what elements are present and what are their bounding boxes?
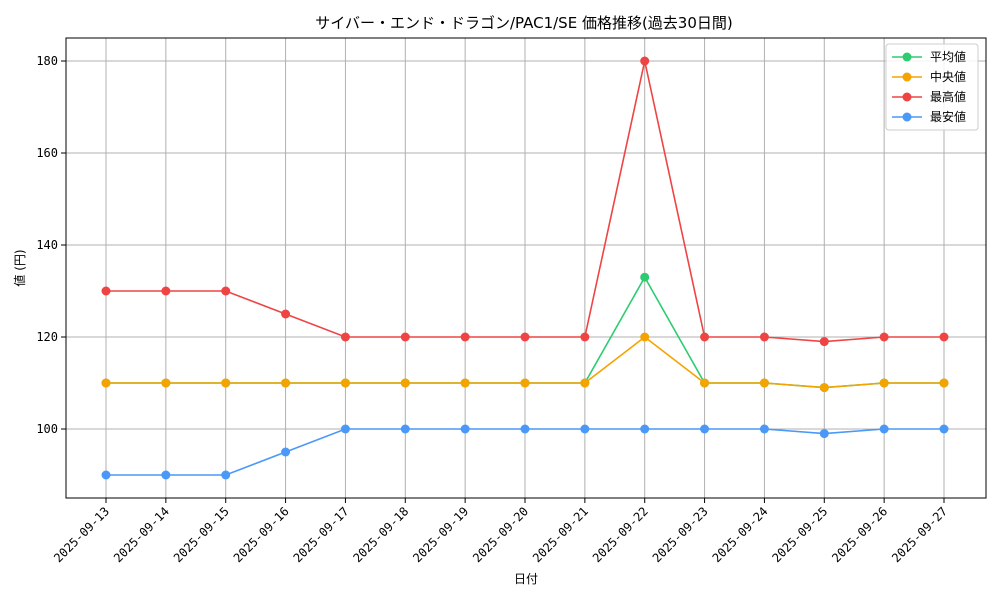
x-tick-label: 2025-09-27 [889, 504, 950, 565]
series-2 [101, 332, 949, 393]
data-point [281, 309, 291, 319]
data-point [161, 286, 171, 296]
x-tick-label: 2025-09-18 [350, 504, 411, 565]
data-point [819, 383, 829, 393]
x-tick-label: 2025-09-26 [829, 504, 890, 565]
data-point [640, 332, 650, 342]
data-point [340, 424, 350, 434]
data-point [400, 424, 410, 434]
legend-label: 平均値 [930, 49, 966, 64]
data-point [221, 286, 231, 296]
data-point [281, 447, 291, 457]
data-point [221, 470, 231, 480]
data-point [939, 332, 949, 342]
data-point [161, 378, 171, 388]
legend-label: 最安値 [930, 109, 966, 124]
x-tick-label: 2025-09-22 [590, 504, 651, 565]
series-layer [101, 56, 949, 480]
y-tick-label: 160 [36, 146, 58, 160]
data-point [221, 378, 231, 388]
x-tick-label: 2025-09-13 [51, 504, 112, 565]
data-point [520, 332, 530, 342]
data-point [879, 378, 889, 388]
x-tick-label: 2025-09-23 [650, 504, 711, 565]
legend-label: 最高値 [930, 89, 966, 104]
data-point [281, 378, 291, 388]
x-tick-label: 2025-09-20 [470, 504, 531, 565]
data-point [400, 332, 410, 342]
legend-swatch-marker [902, 112, 912, 122]
y-tick-label: 120 [36, 330, 58, 344]
x-tick-label: 2025-09-24 [710, 504, 771, 565]
legend-label: 中央値 [930, 69, 966, 84]
data-point [340, 378, 350, 388]
chart-title: サイバー・エンド・ドラゴン/PAC1/SE 価格推移(過去30日間) [315, 14, 732, 32]
data-point [759, 378, 769, 388]
data-point [700, 332, 710, 342]
x-tick-label: 2025-09-17 [291, 504, 352, 565]
x-axis: 2025-09-132025-09-142025-09-152025-09-16… [51, 498, 950, 565]
series-4 [101, 424, 949, 480]
data-point [879, 332, 889, 342]
data-point [580, 378, 590, 388]
data-point [101, 286, 111, 296]
x-tick-label: 2025-09-21 [530, 504, 591, 565]
data-point [580, 332, 590, 342]
legend-swatch-marker [902, 92, 912, 102]
x-tick-label: 2025-09-16 [231, 504, 292, 565]
data-point [161, 470, 171, 480]
data-point [460, 332, 470, 342]
y-tick-label: 100 [36, 422, 58, 436]
data-point [939, 424, 949, 434]
data-point [520, 424, 530, 434]
data-point [879, 424, 889, 434]
data-point [939, 378, 949, 388]
legend-swatch-marker [902, 72, 912, 82]
y-axis-label: 値 (円) [12, 249, 27, 286]
x-tick-label: 2025-09-25 [769, 504, 830, 565]
data-point [819, 429, 829, 439]
data-point [640, 272, 650, 282]
data-point [101, 378, 111, 388]
y-axis: 100 120 140 160 180 [36, 54, 66, 436]
data-point [580, 424, 590, 434]
data-point [640, 56, 650, 66]
data-point [700, 424, 710, 434]
x-tick-label: 2025-09-14 [111, 504, 172, 565]
data-point [640, 424, 650, 434]
x-tick-label: 2025-09-19 [410, 504, 471, 565]
data-point [101, 470, 111, 480]
plot-frame [65, 37, 987, 499]
legend-swatch-marker [902, 52, 912, 62]
data-point [460, 378, 470, 388]
data-point [819, 337, 829, 347]
data-point [520, 378, 530, 388]
data-point [340, 332, 350, 342]
data-point [400, 378, 410, 388]
x-tick-label: 2025-09-15 [171, 504, 232, 565]
data-point [700, 378, 710, 388]
data-point [460, 424, 470, 434]
x-axis-label: 日付 [514, 572, 538, 586]
data-point [759, 332, 769, 342]
series-3 [101, 56, 949, 347]
y-tick-label: 180 [36, 54, 58, 68]
y-tick-label: 140 [36, 238, 58, 252]
data-point [759, 424, 769, 434]
legend-box [885, 43, 979, 131]
